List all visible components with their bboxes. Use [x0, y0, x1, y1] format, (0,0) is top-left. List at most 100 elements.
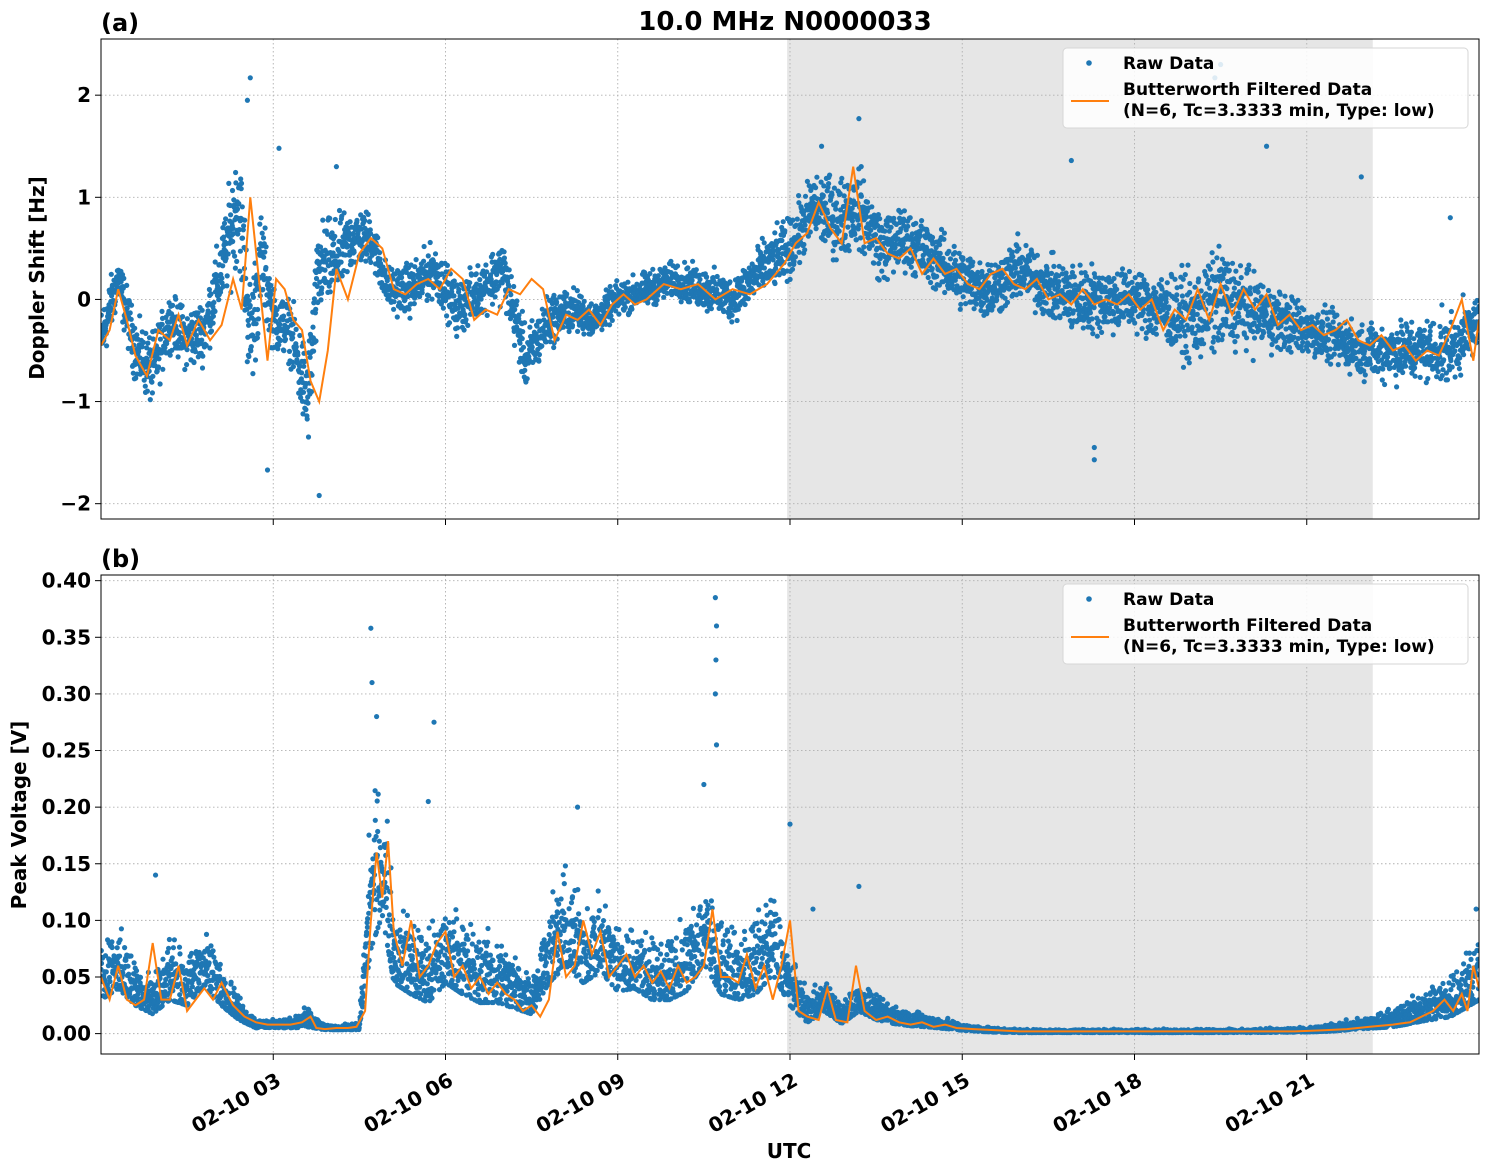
raw-data-point — [729, 312, 735, 318]
raw-data-point — [367, 227, 373, 233]
raw-data-point — [465, 322, 471, 328]
raw-data-point — [1277, 291, 1283, 297]
raw-data-point — [1236, 280, 1242, 286]
raw-data-point — [1385, 354, 1391, 360]
raw-data-point — [203, 342, 209, 348]
raw-data-point — [394, 314, 400, 320]
raw-data-point — [678, 299, 684, 305]
raw-data-point — [1295, 297, 1301, 303]
raw-data-point — [891, 215, 897, 221]
raw-data-point — [368, 231, 374, 237]
raw-data-point — [569, 322, 576, 328]
raw-data-point — [1324, 316, 1330, 322]
raw-data-point — [1009, 249, 1015, 255]
raw-data-point — [858, 193, 865, 199]
raw-data-point — [1229, 302, 1235, 309]
raw-data-point — [1398, 317, 1404, 323]
panel-a-label: (a) — [101, 9, 139, 37]
raw-data-point — [277, 321, 283, 327]
raw-data-point — [1237, 263, 1244, 269]
raw-data-point — [345, 243, 351, 249]
raw-data-point — [797, 259, 803, 266]
raw-data-point — [1056, 263, 1062, 269]
raw-data-point — [229, 187, 236, 194]
raw-data-point — [802, 222, 808, 228]
raw-data-point — [721, 308, 727, 315]
raw-data-point — [492, 294, 498, 300]
raw-data-point — [1180, 276, 1186, 282]
raw-data-point — [281, 348, 287, 354]
raw-data-point — [599, 327, 605, 333]
raw-data-point — [1057, 315, 1063, 321]
raw-data-point — [1194, 344, 1200, 350]
raw-data-point — [792, 254, 799, 260]
raw-data-point — [1152, 294, 1158, 300]
raw-data-point — [876, 277, 882, 283]
raw-data-point — [1394, 384, 1400, 390]
raw-data-point — [1397, 337, 1404, 343]
raw-data-point — [796, 249, 802, 255]
raw-data-point — [128, 302, 135, 308]
raw-data-point — [963, 301, 969, 307]
raw-data-point — [1102, 314, 1108, 320]
raw-data-point — [513, 302, 519, 308]
raw-data-point — [923, 235, 929, 241]
raw-data-point — [1116, 319, 1122, 325]
raw-data-point — [645, 300, 651, 306]
raw-data-point — [805, 233, 812, 239]
raw-data-point — [1362, 372, 1368, 378]
raw-data-point — [1180, 324, 1186, 330]
raw-data-point — [1043, 300, 1049, 306]
raw-data-point — [853, 237, 860, 243]
raw-data-point — [240, 227, 246, 233]
raw-data-point — [1212, 288, 1219, 294]
raw-data-point — [210, 320, 216, 326]
raw-data-point — [291, 298, 297, 305]
raw-data-point — [1189, 324, 1195, 330]
panel-a-ylabel: Doppler Shift [Hz] — [25, 176, 49, 380]
raw-data-point — [239, 204, 245, 210]
raw-data-point — [1114, 286, 1120, 292]
raw-data-point — [1232, 349, 1238, 355]
raw-data-point — [1210, 259, 1216, 265]
raw-data-point — [301, 363, 307, 369]
raw-data-point — [1142, 318, 1148, 324]
raw-data-point — [1305, 348, 1311, 354]
raw-data-point — [407, 315, 413, 321]
raw-data-point — [239, 235, 246, 241]
raw-data-point — [862, 251, 868, 257]
raw-data-point — [150, 373, 156, 379]
raw-data-point — [156, 356, 162, 362]
raw-data-point — [741, 285, 747, 291]
raw-data-point — [489, 301, 496, 307]
raw-data-point — [506, 267, 512, 273]
raw-data-point — [1260, 284, 1266, 290]
raw-data-point — [327, 289, 333, 295]
raw-data-point — [1361, 368, 1367, 374]
raw-data-point — [516, 312, 522, 318]
raw-data-point — [1224, 286, 1230, 292]
raw-data-point — [1089, 326, 1095, 332]
raw-data-point — [329, 277, 335, 283]
raw-data-point — [551, 344, 557, 351]
raw-data-point — [368, 259, 374, 265]
raw-data-point — [952, 257, 959, 263]
raw-data-point — [1077, 303, 1083, 309]
raw-data-point — [1218, 266, 1224, 272]
raw-data-point — [1151, 285, 1157, 291]
raw-data-point — [1050, 249, 1056, 255]
raw-data-point — [1233, 268, 1239, 274]
raw-data-point — [653, 301, 659, 308]
raw-data-point — [210, 313, 216, 319]
raw-data-point — [1335, 362, 1341, 368]
raw-data-point — [260, 272, 266, 278]
raw-data-point — [1251, 320, 1257, 326]
raw-data-point — [490, 251, 496, 257]
raw-data-point — [689, 277, 695, 283]
raw-data-point — [1327, 346, 1333, 352]
raw-data-point — [869, 242, 875, 248]
raw-data-point — [833, 257, 839, 263]
raw-data-point — [564, 291, 570, 297]
raw-data-point — [1411, 336, 1417, 342]
raw-data-point — [1090, 331, 1096, 337]
